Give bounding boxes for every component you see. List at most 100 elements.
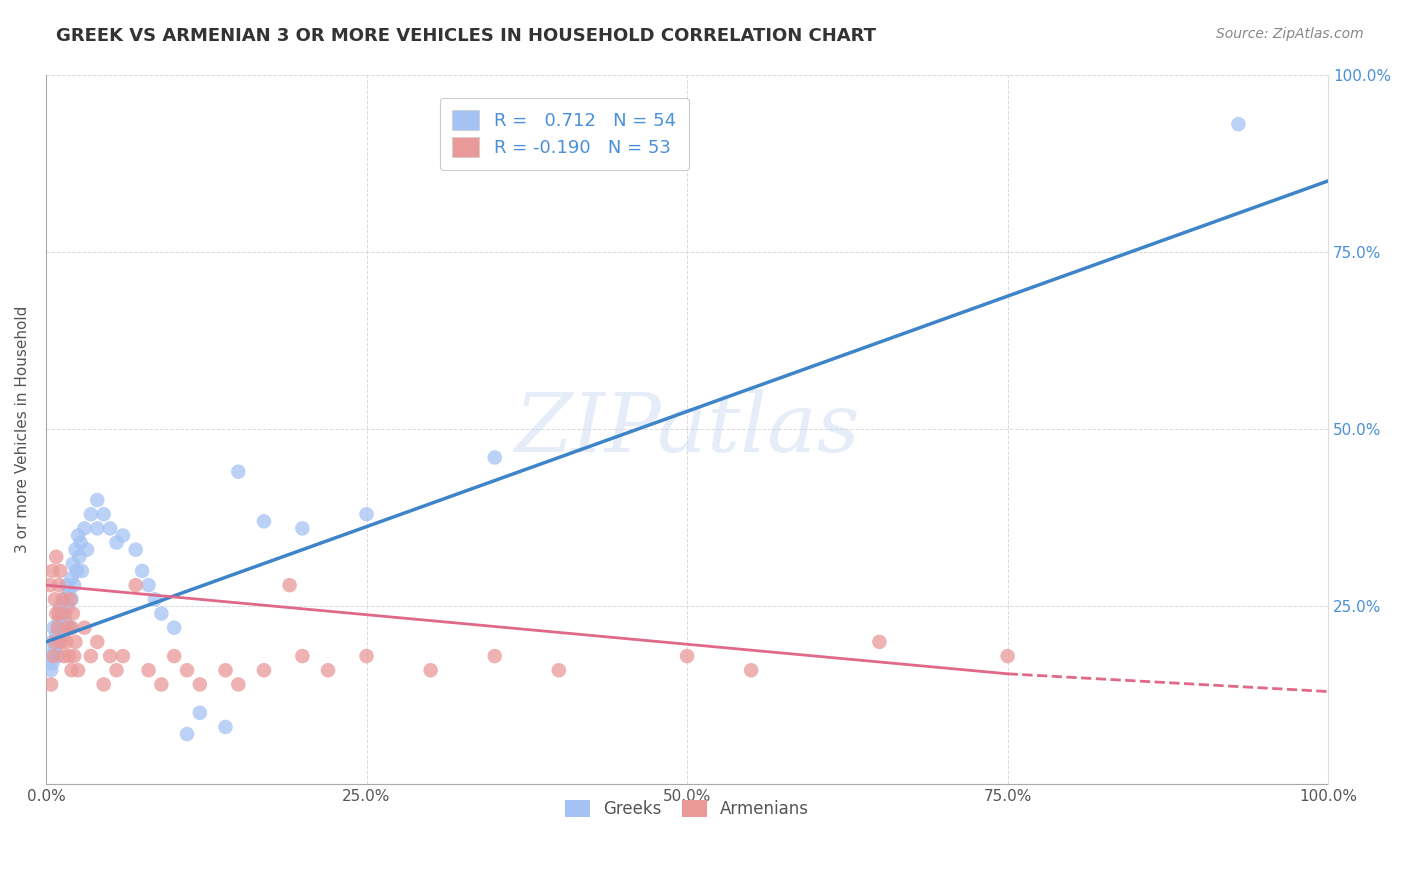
Point	[53, 614, 76, 628]
Point	[63, 578, 86, 592]
Point	[1227, 117, 1250, 131]
Point	[105, 535, 128, 549]
Point	[45, 628, 67, 642]
Point	[356, 507, 378, 521]
Text: ZIPatlas: ZIPatlas	[515, 389, 860, 469]
Point	[150, 607, 173, 621]
Text: Source: ZipAtlas.com: Source: ZipAtlas.com	[1216, 27, 1364, 41]
Point	[62, 557, 84, 571]
Point	[66, 564, 89, 578]
Point	[150, 677, 173, 691]
Point	[55, 578, 77, 592]
Point	[48, 614, 70, 628]
Point	[291, 521, 314, 535]
Point	[316, 663, 339, 677]
Point	[176, 663, 198, 677]
Point	[188, 677, 211, 691]
Point	[226, 465, 249, 479]
Point	[163, 649, 186, 664]
Point	[63, 649, 86, 664]
Point	[253, 663, 276, 677]
Point	[125, 578, 148, 592]
Point	[46, 621, 69, 635]
Point	[214, 720, 236, 734]
Point	[60, 592, 83, 607]
Point	[98, 649, 121, 664]
Point	[76, 542, 98, 557]
Point	[44, 592, 66, 607]
Point	[41, 564, 63, 578]
Point	[67, 549, 90, 564]
Point	[93, 677, 115, 691]
Point	[176, 727, 198, 741]
Point	[55, 635, 77, 649]
Point	[86, 635, 108, 649]
Point	[86, 493, 108, 508]
Point	[80, 507, 103, 521]
Point	[44, 642, 66, 657]
Point	[253, 514, 276, 528]
Point	[49, 599, 72, 614]
Point	[86, 521, 108, 535]
Point	[48, 635, 70, 649]
Point	[111, 528, 134, 542]
Point	[138, 663, 160, 677]
Point	[60, 571, 83, 585]
Point	[214, 663, 236, 677]
Point	[44, 635, 66, 649]
Point	[65, 542, 87, 557]
Point	[73, 521, 96, 535]
Point	[58, 585, 80, 599]
Point	[125, 542, 148, 557]
Point	[41, 656, 63, 670]
Point	[70, 564, 93, 578]
Point	[138, 578, 160, 592]
Point	[48, 578, 70, 592]
Point	[740, 663, 762, 677]
Point	[38, 578, 60, 592]
Point	[56, 621, 79, 635]
Point	[73, 621, 96, 635]
Point	[52, 592, 75, 607]
Point	[52, 607, 75, 621]
Point	[41, 635, 63, 649]
Point	[42, 649, 65, 664]
Point	[60, 663, 83, 677]
Point	[65, 635, 87, 649]
Point	[188, 706, 211, 720]
Point	[59, 621, 82, 635]
Point	[66, 528, 89, 542]
Point	[676, 649, 699, 664]
Point	[111, 649, 134, 664]
Text: GREEK VS ARMENIAN 3 OR MORE VEHICLES IN HOUSEHOLD CORRELATION CHART: GREEK VS ARMENIAN 3 OR MORE VEHICLES IN …	[56, 27, 876, 45]
Point	[52, 649, 75, 664]
Point	[163, 621, 186, 635]
Point	[226, 677, 249, 691]
Point	[46, 649, 69, 664]
Point	[53, 592, 76, 607]
Point	[58, 649, 80, 664]
Point	[143, 592, 166, 607]
Point	[39, 663, 62, 677]
Point	[356, 649, 378, 664]
Point	[51, 621, 73, 635]
Point	[53, 607, 76, 621]
Point	[131, 564, 153, 578]
Point	[105, 663, 128, 677]
Point	[39, 677, 62, 691]
Point	[62, 607, 84, 621]
Point	[547, 663, 569, 677]
Point	[52, 628, 75, 642]
Point	[484, 450, 506, 465]
Legend: Greeks, Armenians: Greeks, Armenians	[558, 794, 815, 825]
Point	[278, 578, 301, 592]
Point	[419, 663, 441, 677]
Point	[51, 635, 73, 649]
Point	[291, 649, 314, 664]
Point	[38, 649, 60, 664]
Point	[49, 564, 72, 578]
Point	[93, 507, 115, 521]
Point	[45, 549, 67, 564]
Point	[60, 621, 83, 635]
Point	[66, 663, 89, 677]
